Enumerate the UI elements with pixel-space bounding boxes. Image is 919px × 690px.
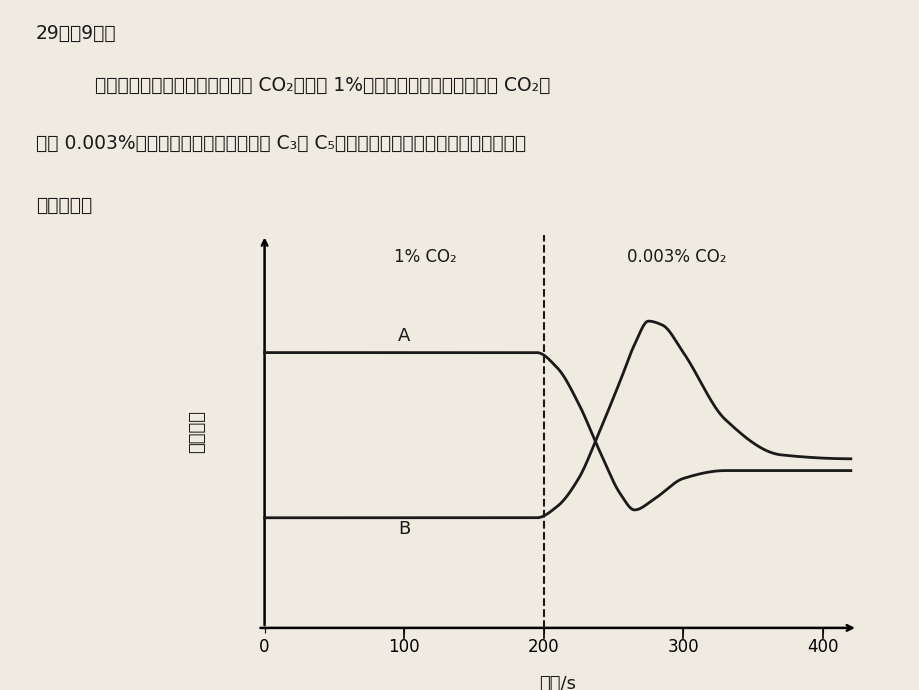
Text: 在光照等适宜条件下，将培养在 CO₂浓度为 1%环境中的某植物迅速转移到 CO₂浓: 在光照等适宜条件下，将培养在 CO₂浓度为 1%环境中的某植物迅速转移到 CO₂… (72, 76, 550, 95)
Text: 0.003% CO₂: 0.003% CO₂ (626, 248, 725, 266)
Text: A: A (398, 327, 410, 345)
Text: 29．（9分）: 29．（9分） (36, 24, 117, 43)
Text: 度为 0.003%的环境中，其叶片暗反应中 C₃和 C₅化合物微摩尔浓度的变化趋势如下图。: 度为 0.003%的环境中，其叶片暗反应中 C₃和 C₅化合物微摩尔浓度的变化趋… (36, 134, 526, 153)
Text: 回答问题：: 回答问题： (36, 196, 92, 215)
Text: 相对浓度: 相对浓度 (187, 410, 206, 453)
Text: 时间/s: 时间/s (539, 675, 575, 690)
Text: B: B (398, 520, 410, 538)
Text: 1% CO₂: 1% CO₂ (393, 248, 456, 266)
